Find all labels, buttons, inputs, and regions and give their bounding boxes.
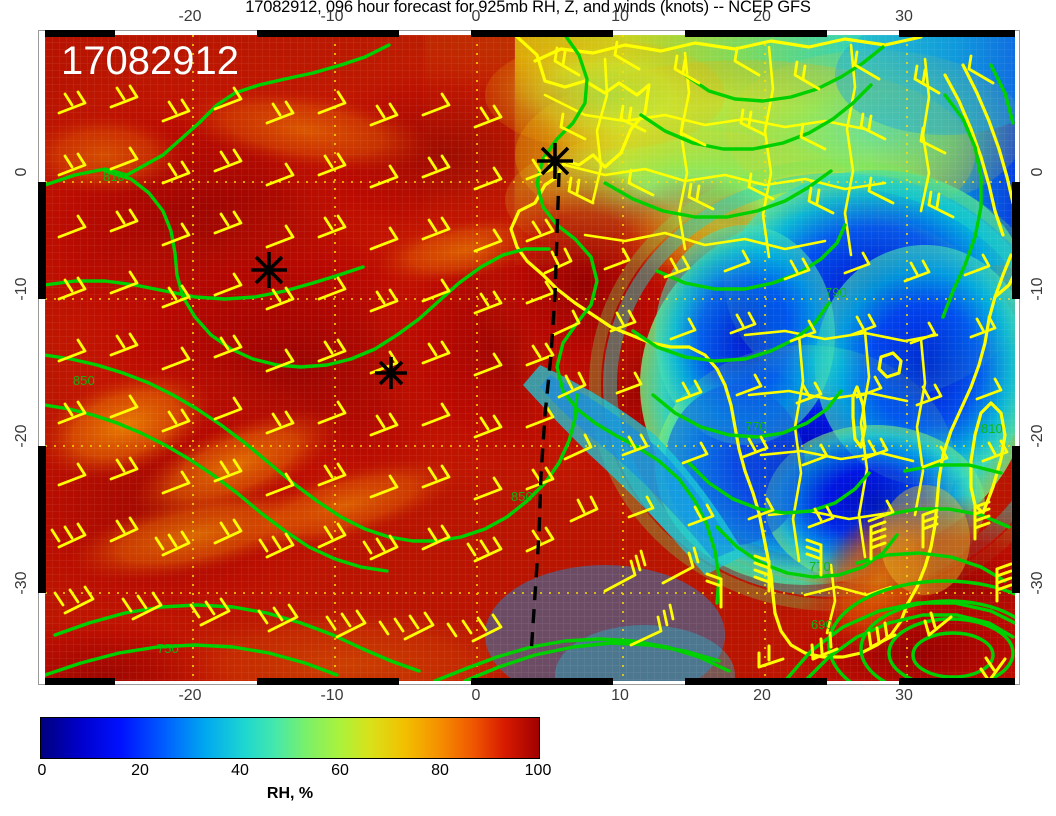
axis-tick-bar — [38, 182, 46, 299]
top-axis-tick: 20 — [753, 8, 771, 25]
top-axis-tick: 30 — [895, 8, 913, 25]
colorbar-tick: 0 — [37, 762, 47, 779]
right-axis-tick: -20 — [1029, 424, 1046, 448]
axis-tick-bar — [45, 678, 115, 685]
axis-tick-bar — [1012, 446, 1020, 593]
top-axis-tick: 0 — [471, 8, 481, 25]
figure-title: 17082912, 096 hour forecast for 925mb RH… — [245, 0, 811, 16]
rh-colorbar — [40, 717, 540, 759]
top-axis-tick: -20 — [178, 8, 202, 25]
left-axis-tick: -30 — [13, 571, 30, 595]
left-axis-tick: 0 — [13, 167, 30, 177]
bottom-axis-tick: 10 — [611, 687, 629, 704]
colorbar-title: RH, % — [266, 785, 314, 802]
right-axis-tick: 0 — [1029, 167, 1046, 177]
bottom-axis-tick: 20 — [753, 687, 771, 704]
axis-tick-bar — [1012, 182, 1020, 299]
colorbar-tick: 60 — [331, 762, 349, 779]
top-axis-tick: 10 — [611, 8, 629, 25]
axis-tick-bar — [257, 678, 399, 685]
left-axis-tick: -20 — [13, 424, 30, 448]
rh-colorbar-group: 0 20 40 60 80 100 RH, % — [38, 717, 551, 802]
bottom-axis-tick: -10 — [320, 687, 344, 704]
axis-tick-bar — [45, 30, 115, 37]
top-axis-tick: -10 — [320, 8, 344, 25]
axis-tick-bar — [685, 678, 827, 685]
colorbar-tick: 100 — [524, 762, 552, 779]
axis-tick-bar — [899, 30, 1015, 37]
bottom-axis-tick: -20 — [178, 687, 202, 704]
map-plot-frame: 810 850 850 790 770 770 690 750 810 — [38, 30, 1020, 685]
forecast-datestamp: 17082912 — [61, 39, 239, 83]
rh-raster-field — [45, 35, 1015, 681]
right-axis-tick: -30 — [1029, 571, 1046, 595]
colorbar-tick: 80 — [431, 762, 449, 779]
axis-tick-bar — [899, 678, 1015, 685]
axis-tick-bar — [471, 678, 613, 685]
axis-tick-bar — [257, 30, 399, 37]
bottom-axis-tick: 0 — [471, 687, 481, 704]
map-canvas: 810 850 850 790 770 770 690 750 810 — [45, 35, 1015, 681]
axis-tick-bar — [38, 446, 46, 593]
bottom-axis-tick: 30 — [895, 687, 913, 704]
axis-tick-bar — [471, 30, 613, 37]
colorbar-tick: 40 — [231, 762, 249, 779]
right-axis-tick: -10 — [1029, 277, 1046, 301]
axis-tick-bar — [685, 30, 827, 37]
left-axis-tick: -10 — [13, 277, 30, 301]
colorbar-tick: 20 — [131, 762, 149, 779]
